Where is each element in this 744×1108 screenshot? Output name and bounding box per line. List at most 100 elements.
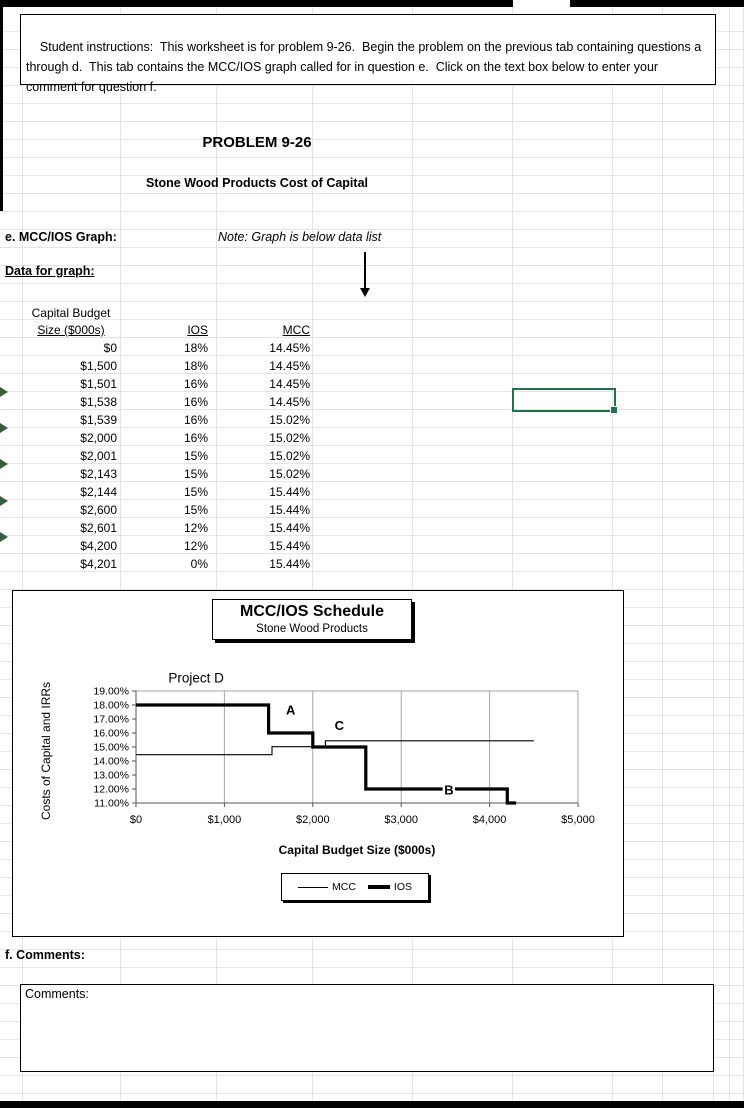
table-cell[interactable]: 0% [190, 557, 208, 571]
x-tick-label: $3,000 [384, 814, 418, 826]
table-row: $2,000 16% 15.02% [22, 429, 312, 447]
data-table-body: $0 18% 14.45% $1,500 18% 14.45% $1,501 16% 14.45… [22, 339, 312, 573]
table-cell[interactable]: 15% [183, 467, 208, 481]
table-cell[interactable]: 14.45% [269, 395, 310, 409]
section-f-label: f. Comments: [5, 948, 85, 962]
table-cell[interactable]: 15.02% [269, 449, 310, 463]
table-cell[interactable]: 15.44% [269, 557, 310, 571]
table-cell[interactable]: 16% [183, 413, 208, 427]
header-line1: Capital Budget [31, 306, 111, 320]
row-marker-icon [0, 387, 8, 397]
table-cell[interactable]: 16% [183, 377, 208, 391]
table-cell[interactable]: $1,501 [80, 377, 117, 391]
legend-entry-ios: IOS [367, 881, 412, 893]
table-cell[interactable]: $2,144 [80, 485, 117, 499]
table-row: $1,538 16% 14.45% [22, 393, 312, 411]
table-row: $2,601 12% 15.44% [22, 519, 312, 537]
table-cell[interactable]: 15.44% [269, 539, 310, 553]
chart-annotation: Project D [168, 670, 224, 685]
table-cell[interactable]: 18% [183, 359, 208, 373]
y-tick-label: 12.00% [93, 784, 129, 796]
instructions-box: Student instructions: This worksheet is … [20, 14, 716, 94]
x-tick-label: $2,000 [296, 814, 330, 826]
ios-series-line [136, 703, 517, 805]
chart-annotation: B [444, 782, 453, 797]
column-gridline [216, 0, 217, 1108]
legend-label-mcc: MCC [331, 881, 356, 893]
instructions-text: Student instructions: This worksheet is … [26, 40, 705, 94]
table-cell[interactable]: 16% [183, 395, 208, 409]
table-cell[interactable]: 15% [183, 485, 208, 499]
x-tick-label: $5,000 [561, 814, 595, 826]
table-row: $1,539 16% 15.02% [22, 411, 312, 429]
column-gridline [729, 0, 730, 1108]
table-cell[interactable]: $4,200 [80, 539, 117, 553]
table-cell[interactable]: $2,600 [80, 503, 117, 517]
row-marker-icon [0, 459, 8, 469]
table-cell[interactable]: 12% [183, 521, 208, 535]
selected-cell[interactable] [512, 388, 618, 414]
table-cell[interactable]: 12% [183, 539, 208, 553]
table-cell[interactable]: $0 [103, 341, 117, 355]
table-cell[interactable]: 15.02% [269, 467, 310, 481]
table-row: $1,501 16% 14.45% [22, 375, 312, 393]
chart-legend: MCC IOS [281, 873, 429, 901]
row-marker-icon [0, 532, 8, 542]
column-gridline [312, 0, 313, 1108]
table-cell[interactable]: 16% [183, 431, 208, 445]
comments-label: Comments: [25, 987, 89, 1001]
chart[interactable]: 19.00% 18.00% 17.00% 16.00% 15.00% 14.00% 13.0… [12, 590, 624, 937]
table-cell[interactable]: 15% [183, 503, 208, 517]
y-tick-label: 17.00% [93, 714, 129, 726]
mcc-line-sample-icon [297, 886, 328, 888]
table-cell[interactable]: $2,601 [80, 521, 117, 535]
chart-subtitle: Stone Wood Products [256, 623, 368, 635]
table-cell[interactable]: $1,539 [80, 413, 117, 427]
table-cell[interactable]: $2,000 [80, 431, 117, 445]
legend-label-ios: IOS [393, 881, 412, 893]
table-cell[interactable]: 15.44% [269, 521, 310, 535]
header-ios: IOS [187, 323, 208, 337]
table-row: $1,500 18% 14.45% [22, 357, 312, 375]
section-e-label: e. MCC/IOS Graph: [5, 230, 117, 244]
down-arrow-icon [364, 252, 366, 288]
column-gridline [662, 0, 663, 1108]
table-cell[interactable]: 14.45% [269, 377, 310, 391]
table-cell[interactable]: 15% [183, 449, 208, 463]
table-cell[interactable]: 14.45% [269, 359, 310, 373]
table-cell[interactable]: $2,001 [80, 449, 117, 463]
data-table-header: Capital Budget Size ($000s) IOS MCC [22, 303, 312, 339]
table-cell[interactable]: 14.45% [269, 341, 310, 355]
mcc-series-line [136, 740, 534, 756]
y-tick-label: 13.00% [93, 770, 129, 782]
bottom-border-bar [0, 1101, 744, 1108]
table-cell[interactable]: 18% [183, 341, 208, 355]
problem-subtitle: Stone Wood Products Cost of Capital [146, 176, 368, 190]
x-tick-label: $1,000 [208, 814, 242, 826]
table-cell[interactable]: 15.02% [269, 431, 310, 445]
table-row: $2,001 15% 15.02% [22, 447, 312, 465]
table-row: $2,143 15% 15.02% [22, 465, 312, 483]
table-cell[interactable]: $2,143 [80, 467, 117, 481]
comments-box[interactable]: Comments: [20, 984, 714, 1072]
table-cell[interactable]: 15.44% [269, 503, 310, 517]
table-cell[interactable]: $1,538 [80, 395, 117, 409]
table-cell[interactable]: $4,201 [80, 557, 117, 571]
y-axis-label: Costs of Capital and IRRs [39, 681, 53, 821]
header-line2: Size ($000s) [37, 323, 105, 337]
table-cell[interactable]: 15.44% [269, 485, 310, 499]
row-marker-icon [0, 496, 8, 506]
y-tick-label: 19.00% [93, 686, 129, 698]
header-capital-budget: Capital Budget Size ($000s) [22, 305, 120, 339]
table-cell[interactable]: $1,500 [80, 359, 117, 373]
column-gridline [512, 0, 513, 1108]
row-marker-icon [0, 423, 8, 433]
table-cell[interactable]: 15.02% [269, 413, 310, 427]
fill-handle[interactable] [610, 406, 618, 414]
problem-title: PROBLEM 9-26 [202, 134, 312, 151]
column-gridline [22, 0, 23, 1108]
y-tick-label: 14.00% [93, 756, 129, 768]
column-gridline [412, 0, 413, 1108]
column-gridline [713, 0, 714, 1108]
table-row: $4,200 12% 15.44% [22, 537, 312, 555]
